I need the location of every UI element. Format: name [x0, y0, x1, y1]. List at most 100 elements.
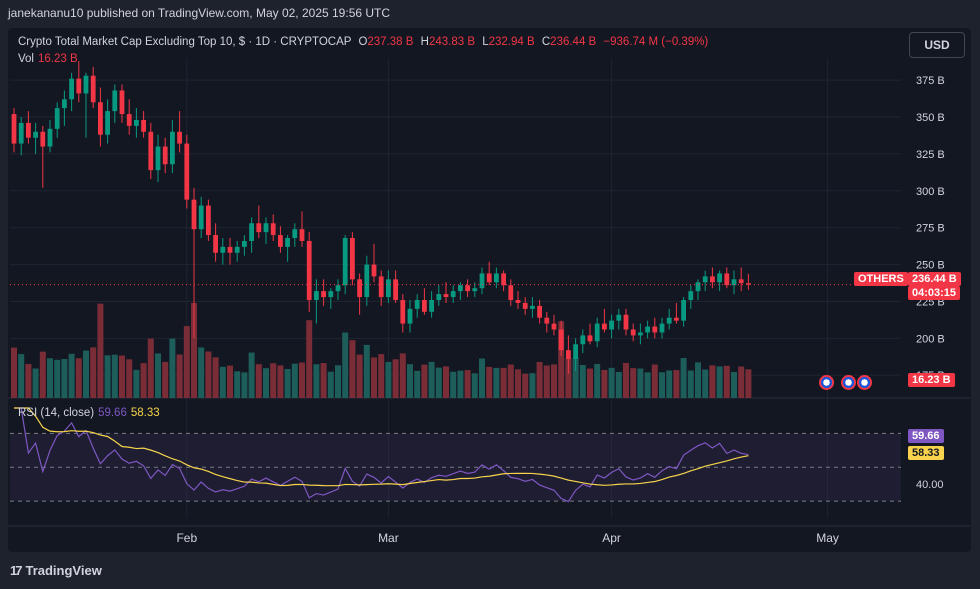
volume-bar [75, 358, 82, 398]
volume-bar [529, 373, 536, 398]
us-flag-icon[interactable] [857, 375, 872, 390]
high-value: 243.83 B [428, 36, 475, 48]
candle-body [645, 326, 650, 333]
candle-body [11, 114, 17, 144]
candle-body [18, 122, 24, 144]
candle-body [515, 299, 521, 303]
volume-bar [745, 369, 752, 398]
price-tick-label: 300 B [916, 186, 945, 198]
volume-bar [479, 358, 485, 398]
volume-bar [299, 362, 305, 398]
candle-body [450, 291, 456, 298]
us-flag-icon[interactable] [819, 375, 834, 390]
candle-body [573, 344, 578, 360]
volume-bar [623, 362, 629, 398]
rsi-tick-label: 40.00 [916, 479, 944, 491]
symbol-legend[interactable]: Crypto Total Market Cap Excluding Top 10… [18, 36, 708, 48]
volume-bar [335, 365, 341, 398]
candle-body [33, 131, 38, 138]
volume-bar [147, 338, 154, 398]
volume-bar [579, 364, 586, 398]
tradingview-logo-text: TradingView [25, 563, 102, 578]
candle-body [170, 131, 175, 165]
volume-bar [277, 365, 284, 398]
volume-bar [342, 332, 349, 398]
candle-body [83, 75, 89, 94]
candle-body [242, 240, 247, 247]
low-label: L [482, 36, 489, 48]
rsi-legend[interactable]: RSI (14, close) 59.66 58.33 [18, 407, 160, 419]
volume-bar [291, 363, 298, 398]
candle-body [119, 90, 125, 115]
volume-bar [18, 354, 25, 398]
price-tick-label: 350 B [916, 112, 945, 124]
candle-body [652, 326, 658, 333]
candle-body [69, 78, 74, 100]
candle-body [177, 131, 182, 144]
volume-bar [666, 370, 673, 398]
volume-bar [313, 364, 320, 398]
candle-body [407, 308, 413, 324]
volume-bar [140, 363, 147, 398]
candle-body [674, 317, 679, 321]
candle-body [587, 335, 593, 342]
symbol-tag: OTHERS [854, 272, 908, 286]
candle-body [580, 335, 586, 345]
volume-bar [212, 357, 219, 398]
volume-bar [630, 368, 637, 398]
volume-bar [738, 366, 745, 398]
volume-bar [32, 368, 39, 398]
candle-body [378, 276, 384, 298]
candle-body [126, 114, 132, 126]
volume-bar [169, 338, 176, 398]
volume-bar [284, 368, 291, 398]
currency-button[interactable]: USD [909, 32, 965, 58]
volume-bar [255, 364, 262, 398]
candle-body [155, 146, 161, 171]
candle-body [623, 314, 629, 330]
candle-body [234, 246, 240, 253]
volume-bar [435, 367, 442, 398]
change-value: −936.74 M (−0.39%) [603, 36, 709, 48]
candle-body [494, 273, 499, 283]
volume-bar [104, 355, 111, 398]
volume-bar [97, 303, 104, 398]
volume-bar [378, 354, 385, 398]
volume-bar [558, 321, 565, 398]
volume-bar [191, 303, 197, 398]
volume-bar [601, 369, 608, 398]
volume-legend[interactable]: Vol 16.23 B [18, 53, 78, 65]
volume-bar [61, 359, 68, 398]
volume-bar [428, 361, 435, 398]
publisher-attribution: janekananu10 published on TradingView.co… [8, 6, 391, 20]
volume-bar [500, 367, 507, 398]
candle-body [249, 223, 254, 241]
candle-body [227, 246, 233, 253]
countdown-tag: 04:03:15 [908, 286, 961, 300]
volume-bar [702, 369, 709, 398]
volume-bar [68, 353, 75, 398]
rsi-ma-value: 58.33 [130, 407, 160, 419]
candle-body [206, 205, 211, 236]
candle-body [328, 291, 334, 298]
volume-bar [371, 357, 377, 398]
candle-body [54, 108, 60, 129]
volume-bar [327, 371, 334, 398]
us-flag-icon[interactable] [841, 375, 856, 390]
symbol-title[interactable]: Crypto Total Market Cap Excluding Top 10… [18, 36, 352, 48]
candle-body [263, 223, 269, 233]
volume-bar [421, 364, 428, 398]
candle-body [342, 238, 348, 286]
candle-body [702, 276, 708, 283]
volume-bar [119, 355, 125, 398]
candle-body [472, 288, 478, 292]
candle-body [551, 323, 557, 330]
volume-bar [363, 344, 370, 398]
candle-body [717, 273, 722, 283]
candle-body [566, 350, 571, 360]
tradingview-logo[interactable]: 17 TradingView [10, 563, 102, 578]
volume-bar [39, 351, 46, 398]
volume-bar [615, 371, 622, 398]
